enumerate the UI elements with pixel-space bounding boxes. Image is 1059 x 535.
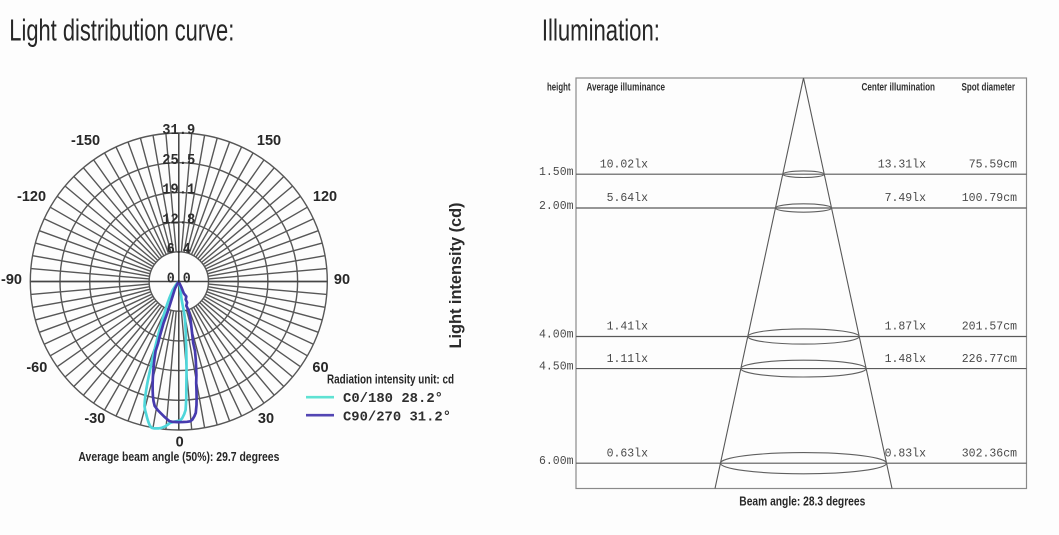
svg-text:-120: -120 xyxy=(17,189,46,205)
svg-text:-90: -90 xyxy=(1,272,22,288)
svg-text:1.48lx: 1.48lx xyxy=(885,353,927,366)
svg-text:1.11lx: 1.11lx xyxy=(607,353,649,366)
svg-text:90: 90 xyxy=(334,272,350,288)
svg-text:1.87lx: 1.87lx xyxy=(885,321,927,334)
svg-text:-150: -150 xyxy=(71,133,100,149)
svg-text:1.50m: 1.50m xyxy=(539,166,574,179)
svg-text:150: 150 xyxy=(257,133,281,149)
svg-text:4.50m: 4.50m xyxy=(539,361,574,374)
svg-text:Average beam angle (50%): 29.7: Average beam angle (50%): 29.7 degrees xyxy=(78,450,279,464)
svg-text:25.5: 25.5 xyxy=(162,153,195,169)
svg-text:60: 60 xyxy=(312,360,328,376)
svg-text:19.1: 19.1 xyxy=(162,183,195,199)
svg-text:2.00m: 2.00m xyxy=(539,200,574,213)
svg-text:Beam angle: 28.3 degrees: Beam angle: 28.3 degrees xyxy=(739,495,865,509)
svg-text:Average illuminance: Average illuminance xyxy=(587,82,666,94)
svg-text:75.59cm: 75.59cm xyxy=(969,158,1017,171)
svg-text:-30: -30 xyxy=(84,411,105,427)
svg-text:C0/180 28.2°: C0/180 28.2° xyxy=(343,391,443,407)
svg-text:30: 30 xyxy=(258,411,274,427)
svg-text:5.64lx: 5.64lx xyxy=(607,192,649,205)
svg-text:Radiation intensity unit: cd: Radiation intensity unit: cd xyxy=(327,373,454,387)
svg-text:0.63lx: 0.63lx xyxy=(607,447,649,460)
svg-text:Center illumination: Center illumination xyxy=(862,82,936,94)
svg-text:120: 120 xyxy=(313,189,337,205)
svg-text:7.49lx: 7.49lx xyxy=(885,192,927,205)
svg-text:201.57cm: 201.57cm xyxy=(962,321,1017,334)
svg-text:226.77cm: 226.77cm xyxy=(962,353,1017,366)
svg-text:13.31lx: 13.31lx xyxy=(878,158,926,171)
svg-text:1.41lx: 1.41lx xyxy=(607,321,649,334)
svg-text:0: 0 xyxy=(176,435,184,451)
svg-text:6.4: 6.4 xyxy=(167,242,191,258)
svg-text:Light intensity (cd): Light intensity (cd) xyxy=(447,203,465,349)
svg-text:10.02lx: 10.02lx xyxy=(600,158,648,171)
svg-text:4.00m: 4.00m xyxy=(539,329,574,342)
svg-text:0.83lx: 0.83lx xyxy=(885,447,927,460)
svg-text:302.36cm: 302.36cm xyxy=(962,447,1017,460)
svg-text:Light distribution curve:: Light distribution curve: xyxy=(9,13,234,48)
svg-text:100.79cm: 100.79cm xyxy=(962,192,1017,205)
svg-text:12.8: 12.8 xyxy=(162,212,195,228)
svg-text:Illumination:: Illumination: xyxy=(542,13,660,48)
svg-text:-60: -60 xyxy=(26,360,47,376)
svg-text:C90/270 31.2°: C90/270 31.2° xyxy=(343,409,451,425)
svg-text:31.9: 31.9 xyxy=(162,123,195,139)
svg-text:Spot diameter: Spot diameter xyxy=(962,82,1016,94)
svg-text:0.0: 0.0 xyxy=(167,272,191,288)
svg-text:6.00m: 6.00m xyxy=(539,455,574,468)
svg-text:height: height xyxy=(547,82,571,94)
